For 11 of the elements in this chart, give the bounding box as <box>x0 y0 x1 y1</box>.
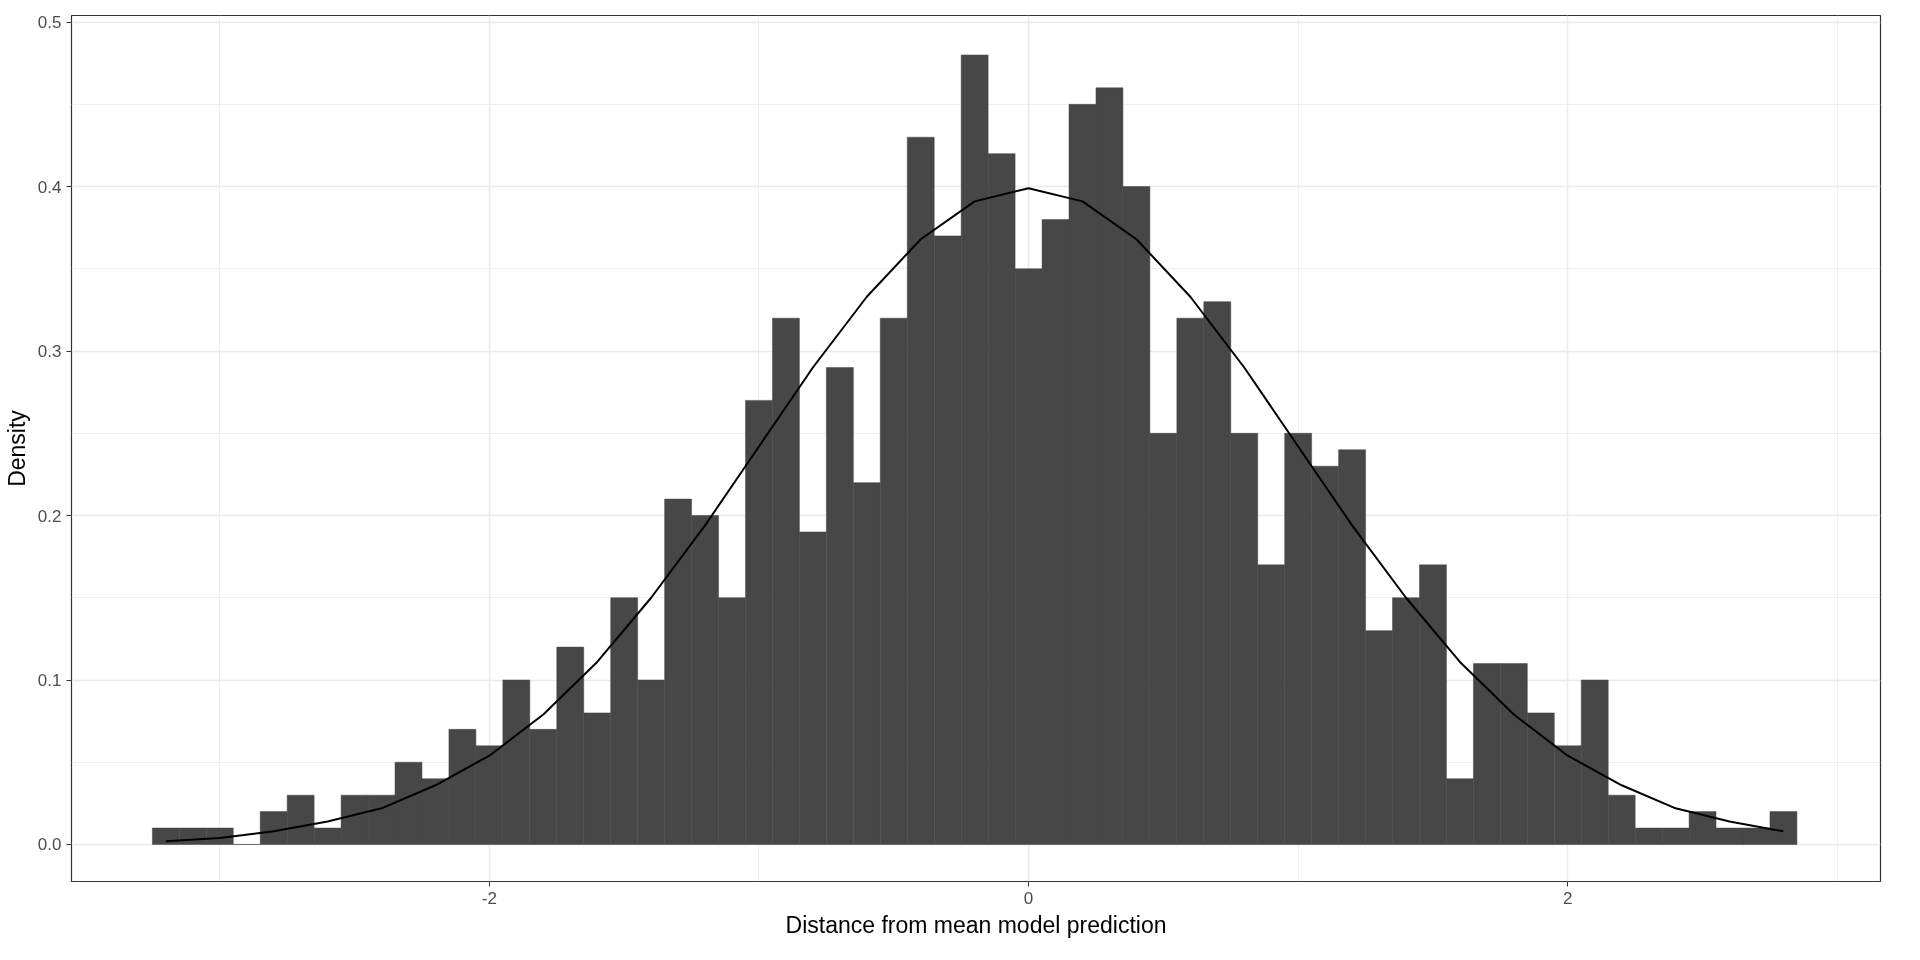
y-axis-title: Density <box>3 409 30 487</box>
x-axis-title: Distance from mean model prediction <box>785 911 1167 938</box>
y-tick-label: 0.4 <box>37 177 62 197</box>
y-tick-label: 0.2 <box>37 506 62 526</box>
y-tick-label: 0.5 <box>37 13 62 33</box>
x-tick-label: 0 <box>1023 888 1034 908</box>
y-tick-label: 0.1 <box>37 671 62 691</box>
y-tick-label: 0.3 <box>37 342 62 362</box>
x-tick-label: 2 <box>1563 888 1573 908</box>
y-tick-label: 0.0 <box>37 835 62 855</box>
x-tick-label: -2 <box>481 888 497 908</box>
